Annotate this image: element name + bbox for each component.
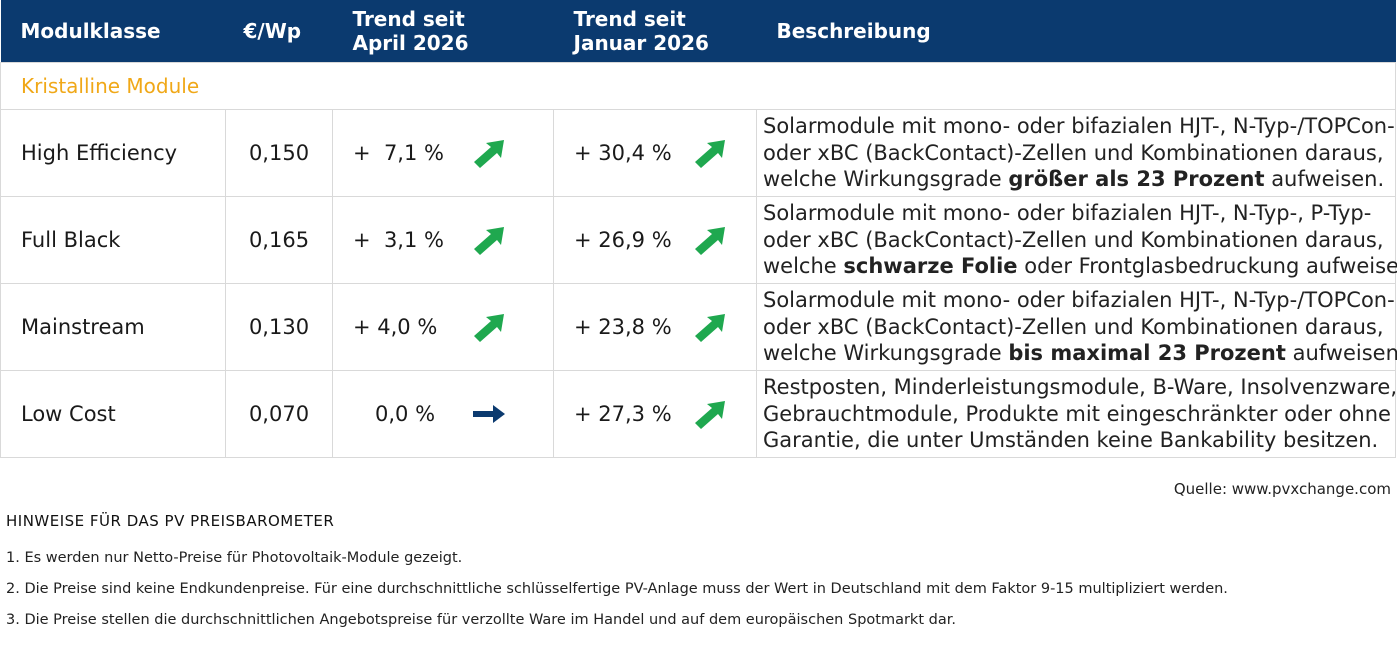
description-line-2: oder xBC (BackContact)-Zellen und Kombin… bbox=[763, 227, 1384, 252]
header-trend-januar-line1: Trend seit bbox=[573, 7, 686, 31]
description-cell: Solarmodule mit mono- oder bifazialen HJ… bbox=[756, 109, 1396, 197]
arrow-up-right-icon bbox=[692, 312, 728, 342]
source-label: Quelle: www.pvxchange.com bbox=[1173, 480, 1391, 498]
description-highlight: schwarze Folie bbox=[843, 254, 1018, 279]
description-line-1: Solarmodule mit mono- oder bifazialen HJ… bbox=[763, 114, 1395, 139]
description-cell: Solarmodule mit mono- oder bifazialen HJ… bbox=[756, 283, 1397, 371]
trend-januar-cell: + 30,4 % bbox=[553, 109, 757, 197]
trend-januar-cell: + 27,3 % bbox=[553, 370, 757, 458]
trend-januar-cell: + 23,8 % bbox=[553, 283, 757, 371]
header-trend-april-line2: April 2026 bbox=[352, 31, 469, 55]
trend-april-cell: + 3,1 % bbox=[332, 196, 554, 284]
trend-januar-value: + 26,9 % bbox=[574, 228, 672, 252]
trend-april-cell: + 4,0 % bbox=[332, 283, 554, 371]
description-cell: Restposten, Minderleistungsmodule, B-War… bbox=[756, 370, 1397, 458]
note-3: 3. Die Preise stellen die durchschnittli… bbox=[6, 612, 956, 628]
module-class-name: Low Cost bbox=[0, 370, 226, 458]
description-text: welche bbox=[763, 254, 844, 279]
arrow-right-icon bbox=[471, 399, 507, 429]
header-trend-april-line1: Trend seit bbox=[352, 7, 465, 31]
table-row: Mainstream 0,130 + 4,0 % + 23,8 % Solarmodul… bbox=[0, 283, 1397, 371]
trend-april-value: 0,0 % bbox=[375, 402, 436, 426]
header-trend-januar: Trend seit Januar 2026 bbox=[553, 0, 757, 63]
description-cell: Solarmodule mit mono- oder bifazialen HJ… bbox=[756, 196, 1397, 284]
description-line-1: Solarmodule mit mono- oder bifazialen HJ… bbox=[763, 288, 1395, 313]
trend-januar-value: + 30,4 % bbox=[574, 141, 672, 165]
module-class-name: High Efficiency bbox=[0, 109, 226, 197]
arrow-up-right-icon bbox=[692, 225, 728, 255]
description-highlight: bis maximal 23 Prozent bbox=[1008, 341, 1286, 366]
module-class-name: Full Black bbox=[0, 196, 226, 284]
header-row: Modulklasse €/Wp Trend seit April 2026 T… bbox=[0, 0, 1396, 63]
table-row: Low Cost 0,070 0,0 % + 27,3 % Restposten, Mi… bbox=[0, 370, 1397, 458]
notes-title: HINWEISE FÜR DAS PV PREISBAROMETER bbox=[6, 512, 335, 530]
arrow-up-right-icon bbox=[692, 138, 728, 168]
trend-januar-value: + 23,8 % bbox=[574, 315, 672, 339]
price-value: 0,150 bbox=[225, 109, 333, 197]
description-line-3: welche Wirkungsgrade größer als 23 Proze… bbox=[763, 166, 1395, 193]
note-1: 1. Es werden nur Netto-Preise für Photov… bbox=[6, 550, 463, 566]
description-line-3: welche schwarze Folie oder Frontglasbedr… bbox=[763, 253, 1397, 280]
description-text: welche Wirkungsgrade bbox=[763, 341, 1009, 366]
description-line-1: Solarmodule mit mono- oder bifazialen HJ… bbox=[763, 201, 1372, 226]
price-value: 0,070 bbox=[225, 370, 333, 458]
description-line-2: oder xBC (BackContact)-Zellen und Kombin… bbox=[763, 314, 1384, 339]
description-highlight: größer als 23 Prozent bbox=[1008, 167, 1265, 192]
trend-april-cell: + 7,1 % bbox=[332, 109, 554, 197]
arrow-up-right-icon bbox=[692, 399, 728, 429]
description-text: Garantie, die unter Umständen keine Bank… bbox=[763, 428, 1379, 453]
price-table: Modulklasse €/Wp Trend seit April 2026 T… bbox=[0, 0, 1397, 458]
description-text: aufweisen. bbox=[1264, 167, 1385, 192]
trend-april-value: + 4,0 % bbox=[353, 315, 438, 339]
trend-januar-cell: + 26,9 % bbox=[553, 196, 757, 284]
trend-april-value: + 7,1 % bbox=[353, 141, 444, 165]
note-2: 2. Die Preise sind keine Endkundenpreise… bbox=[6, 581, 1228, 597]
trend-januar-value: + 27,3 % bbox=[574, 402, 672, 426]
description-text: aufweisen. bbox=[1285, 341, 1397, 366]
module-class-name: Mainstream bbox=[0, 283, 226, 371]
description-line-3: welche Wirkungsgrade bis maximal 23 Proz… bbox=[763, 340, 1397, 367]
description-line-2: Gebrauchtmodule, Produkte mit eingeschrä… bbox=[763, 401, 1391, 426]
header-beschreibung: Beschreibung bbox=[756, 0, 1396, 63]
description-line-1: Restposten, Minderleistungsmodule, B-War… bbox=[763, 375, 1397, 400]
arrow-up-right-icon bbox=[471, 312, 507, 342]
trend-april-cell: 0,0 % bbox=[332, 370, 554, 458]
description-text: welche Wirkungsgrade bbox=[763, 167, 1009, 192]
table-row: High Efficiency 0,150 + 7,1 % + 30,4 % Solar… bbox=[0, 109, 1396, 197]
price-value: 0,165 bbox=[225, 196, 333, 284]
description-line-2: oder xBC (BackContact)-Zellen und Kombin… bbox=[763, 140, 1384, 165]
arrow-up-right-icon bbox=[471, 138, 507, 168]
price-value: 0,130 bbox=[225, 283, 333, 371]
header-trend-april: Trend seit April 2026 bbox=[332, 0, 554, 63]
header-trend-januar-line2: Januar 2026 bbox=[573, 31, 709, 55]
header-price: €/Wp bbox=[225, 0, 333, 63]
description-text: oder Frontglasbedruckung aufweisen. bbox=[1017, 254, 1397, 279]
trend-april-value: + 3,1 % bbox=[353, 228, 444, 252]
table-row: Full Black 0,165 + 3,1 % + 26,9 % Solarmodul… bbox=[0, 196, 1397, 284]
description-line-3: Garantie, die unter Umständen keine Bank… bbox=[763, 427, 1395, 454]
arrow-up-right-icon bbox=[471, 225, 507, 255]
category-row: Kristalline Module bbox=[0, 62, 1396, 110]
category-label: Kristalline Module bbox=[0, 62, 1396, 110]
header-modulklasse: Modulklasse bbox=[0, 0, 226, 63]
